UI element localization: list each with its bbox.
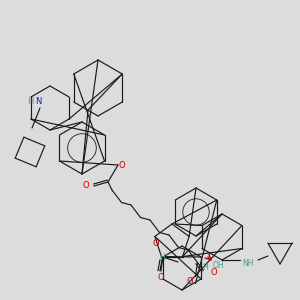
Text: O: O (158, 272, 164, 281)
Text: OH: OH (212, 260, 224, 269)
Text: NH: NH (242, 259, 254, 268)
Text: N: N (35, 98, 41, 106)
Text: O: O (83, 182, 89, 190)
Text: H: H (27, 98, 33, 106)
Text: H: H (202, 263, 208, 272)
Text: O: O (186, 277, 193, 286)
Text: O: O (119, 160, 125, 169)
Text: O: O (210, 268, 217, 277)
Text: H: H (159, 254, 165, 262)
Text: O: O (153, 239, 159, 248)
